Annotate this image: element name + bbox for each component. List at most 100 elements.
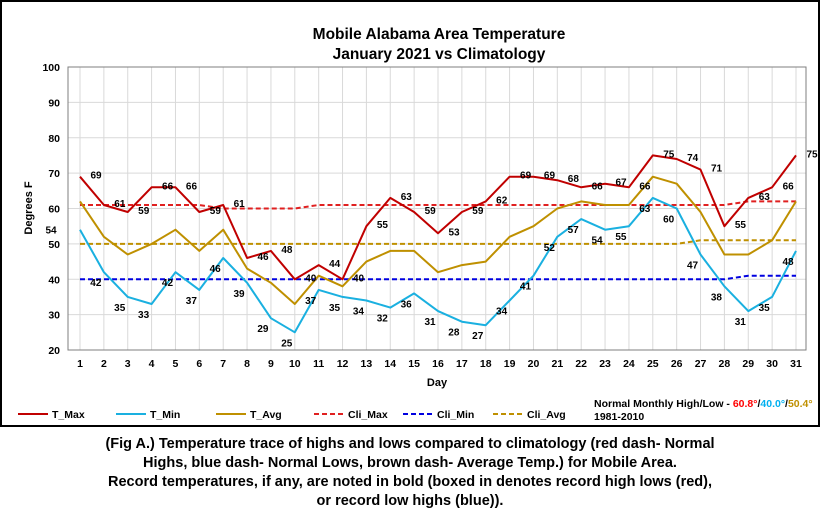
x-tick-label: 2 — [101, 358, 107, 370]
data-label-tmax: 66 — [592, 181, 604, 192]
data-label-tmax: 55 — [735, 220, 747, 231]
x-tick-label: 3 — [125, 358, 131, 370]
x-tick-label: 8 — [244, 358, 250, 370]
series-line-cli-min — [80, 274, 796, 281]
data-label-tmin: 42 — [162, 278, 174, 289]
x-tick-label: 29 — [742, 358, 754, 370]
data-label-tmax: 68 — [568, 174, 580, 185]
data-label-tmin: 31 — [424, 317, 436, 328]
data-label-tmin: 25 — [281, 338, 293, 349]
series-line-t-avg — [79, 175, 797, 305]
normals-note-sep2: / — [785, 398, 788, 410]
data-label-tmin: 29 — [257, 324, 269, 335]
data-label-tmax: 66 — [162, 181, 174, 192]
series-line-t-max — [79, 154, 797, 281]
x-tick-label: 20 — [528, 358, 540, 370]
y-tick-label: 70 — [48, 168, 60, 180]
data-label-tmax: 62 — [496, 195, 508, 206]
normals-note-prefix: Normal Monthly High/Low - — [594, 398, 733, 410]
data-label-tmax: 59 — [472, 206, 484, 217]
x-tick-label: 15 — [408, 358, 420, 370]
data-label-tmax: 63 — [401, 192, 413, 203]
data-label-tmax: 53 — [448, 227, 460, 238]
normals-note-period: 1981-2010 — [594, 411, 644, 423]
x-tick-label: 28 — [719, 358, 731, 370]
chart-title-line2: January 2021 vs Climatology — [333, 46, 546, 63]
figure-caption: (Fig A.) Temperature trace of highs and … — [0, 435, 820, 511]
x-axis-label: Day — [427, 377, 448, 389]
normals-note: Normal Monthly High/Low - 60.8°/40.0°/50… — [594, 398, 813, 423]
data-label-tmin: 32 — [377, 314, 389, 325]
svg-text:Normal Monthly High/Low - 60.: Normal Monthly High/Low - 60.8°/40.0°/50… — [594, 398, 813, 410]
x-tick-label: 4 — [149, 358, 155, 370]
data-label-tmin: 63 — [639, 204, 651, 215]
data-label-tmin: 31 — [735, 317, 747, 328]
caption-line-3: Record temperatures, if any, are noted i… — [108, 474, 712, 490]
series-line-cli-avg — [80, 239, 796, 245]
x-tick-label: 5 — [173, 358, 179, 370]
y-tick-label: 20 — [48, 345, 60, 357]
data-label-tmax: 46 — [258, 252, 270, 263]
data-label-tmin: 41 — [520, 282, 532, 293]
data-label-tmax: 40 — [353, 273, 365, 284]
x-tick-label: 1 — [77, 358, 83, 370]
x-tick-label: 11 — [313, 358, 324, 370]
data-label-tmax: 61 — [114, 199, 126, 210]
legend-label-cli-max: Cli_Max — [348, 409, 388, 421]
data-label-tmin: 48 — [782, 257, 794, 268]
data-label-tmin: 57 — [568, 225, 580, 236]
data-label-tmin: 54 — [592, 236, 604, 247]
chart: Mobile Alabama Area Temperature January … — [18, 26, 818, 423]
data-label-tmax: 40 — [305, 273, 317, 284]
legend: T_Max T_Min T_Avg Cli_Max Cli_Min Cli_Avg — [18, 409, 566, 421]
data-label-tmax: 69 — [544, 171, 556, 182]
y-tick-label: 100 — [42, 62, 60, 74]
data-label-tmax: 55 — [377, 220, 389, 231]
x-tick-label: 13 — [361, 358, 373, 370]
data-label-tmin: 34 — [496, 306, 508, 317]
caption-line-4: or record low highs (blue)). — [316, 493, 504, 509]
data-label-tmax: 48 — [281, 245, 293, 256]
data-label-tmin: 38 — [711, 292, 723, 303]
legend-label-t-max: T_Max — [52, 409, 85, 421]
x-tick-label: 31 — [790, 358, 802, 370]
y-tick-label: 40 — [48, 274, 60, 286]
legend-label-cli-min: Cli_Min — [437, 409, 474, 421]
data-label-tmin: 55 — [615, 232, 627, 243]
data-label-tmax: 61 — [234, 199, 246, 210]
x-tick-label: 12 — [337, 358, 349, 370]
data-label-tmin: 34 — [353, 306, 365, 317]
chart-frame: Mobile Alabama Area Temperature January … — [0, 0, 820, 427]
data-label-tmax: 66 — [639, 181, 651, 192]
x-tick-label: 27 — [695, 358, 707, 370]
data-label-tmin: 52 — [544, 243, 556, 254]
data-label-tmin: 27 — [472, 331, 484, 342]
x-tick-label: 26 — [671, 358, 683, 370]
caption-line-2: Highs, blue dash- Normal Lows, brown das… — [143, 455, 677, 471]
data-label-tmax: 59 — [210, 206, 222, 217]
data-label-tmin: 35 — [329, 303, 341, 314]
data-label-tmin: 37 — [305, 296, 317, 307]
data-label-tmax: 59 — [425, 206, 437, 217]
data-label-tmin: 35 — [114, 303, 126, 314]
data-label-tmin: 60 — [663, 215, 675, 226]
x-tick-label: 17 — [456, 358, 468, 370]
x-tick-label: 9 — [268, 358, 274, 370]
data-label-tmax: 71 — [711, 164, 723, 175]
y-tick-label: 50 — [48, 239, 60, 251]
normals-note-low: 40.0° — [760, 398, 785, 410]
x-tick-label: 19 — [504, 358, 516, 370]
x-axis-ticks: 1 2 3 4 5 6 7 8 9 10 11 12 13 14 15 16 17 18 19 20 21 22 23 24 2… — [77, 358, 802, 370]
x-tick-label: 23 — [599, 358, 611, 370]
data-label-tmax: 44 — [329, 259, 341, 270]
series-line-t-min — [79, 196, 797, 334]
normals-note-sep1: / — [757, 398, 760, 410]
data-label-tmin: 39 — [234, 289, 246, 300]
data-label-tmax: 75 — [806, 149, 818, 160]
series-lines — [79, 154, 797, 334]
x-tick-label: 22 — [575, 358, 587, 370]
y-axis-label: Degrees F — [23, 181, 35, 234]
y-axis-ticks: 20 30 40 50 60 70 80 90 100 — [42, 62, 60, 357]
x-tick-label: 30 — [766, 358, 778, 370]
chart-title-line1: Mobile Alabama Area Temperature — [313, 26, 566, 43]
